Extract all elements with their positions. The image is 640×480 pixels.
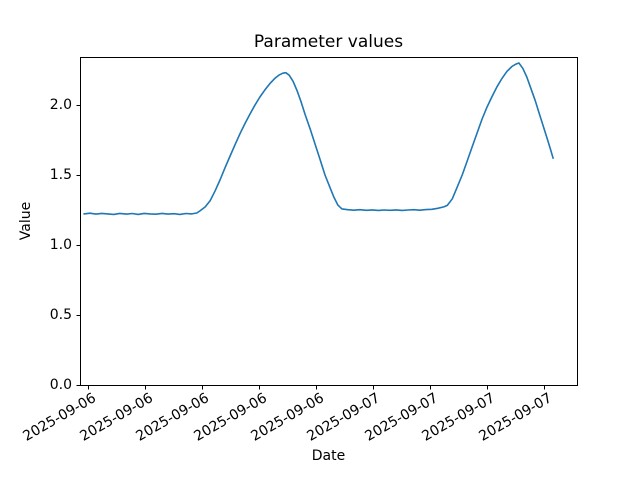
series-line	[83, 62, 554, 216]
y-tick-label: 0.5	[49, 307, 72, 323]
x-axis-label: Date	[311, 448, 346, 464]
chart-title: Parameter values	[253, 32, 404, 52]
y-tick-label: 1.0	[49, 237, 72, 253]
y-tick-label: 2.0	[49, 97, 72, 114]
y-tick-label: 1.5	[49, 167, 72, 183]
y-axis-label: Value	[18, 201, 34, 241]
y-tick-label: 0.0	[49, 377, 72, 393]
plot-area	[80, 57, 578, 386]
